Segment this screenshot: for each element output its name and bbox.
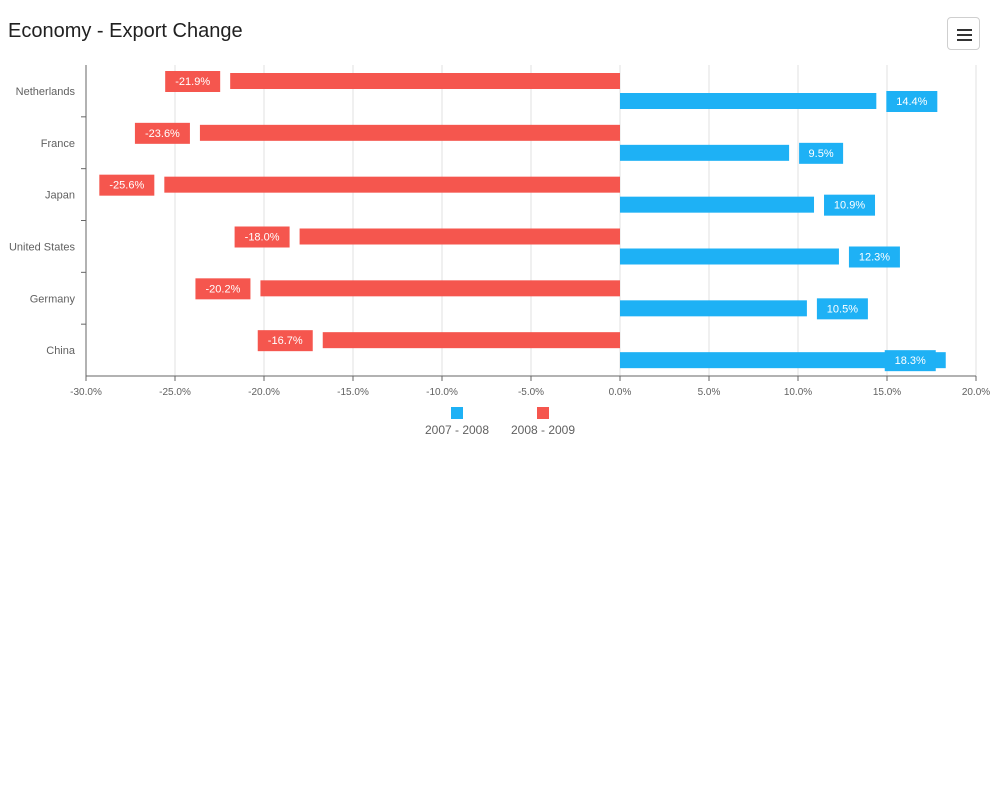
data-label-box-2008-2009 — [234, 226, 290, 248]
x-tick-label: 15.0% — [873, 387, 901, 398]
data-label-box-2007-2008 — [799, 142, 844, 164]
y-category-label: Germany — [30, 293, 76, 305]
legend-item[interactable]: 2007 - 2008 — [417, 405, 497, 437]
data-label-2008-2009: -20.2% — [206, 283, 241, 295]
y-category-label: China — [46, 345, 76, 357]
data-label-box-2008-2009 — [99, 174, 155, 196]
legend: 2007 - 2008 2008 - 2009 — [0, 405, 1000, 445]
bar-2007-2008 — [620, 93, 877, 109]
data-label-box-2008-2009 — [257, 330, 313, 352]
bar-chart: -30.0% -25.0% -20.0% -15.0% -10.0% -5.0% 0.0% 5… — [9, 65, 990, 398]
data-label-2007-2008: 14.4% — [896, 96, 927, 108]
data-label-2007-2008: 18.3% — [895, 355, 926, 367]
bar-2008-2009 — [199, 124, 621, 141]
data-label-2007-2008: 12.3% — [859, 252, 890, 264]
legend-marker — [537, 407, 549, 419]
data-label-box-2008-2009 — [195, 278, 251, 300]
y-category-label: Japan — [45, 190, 75, 202]
header: Economy - Export Change — [0, 0, 1000, 66]
x-tick-label: -30.0% — [70, 387, 102, 398]
x-tick-label: -25.0% — [159, 387, 191, 398]
x-tick-label: 20.0% — [962, 387, 990, 398]
legend-label: 2007 - 2008 — [424, 423, 490, 437]
x-tick-label: -5.0% — [518, 387, 544, 398]
legend-label: 2008 - 2009 — [510, 423, 576, 437]
bar-2008-2009 — [322, 332, 620, 349]
legend-item[interactable]: 2008 - 2009 — [503, 405, 583, 437]
data-label-box-2008-2009 — [134, 122, 190, 144]
data-label-box-2007-2008 — [848, 246, 900, 268]
y-category-label: United States — [9, 241, 76, 253]
y-category-label: Netherlands — [16, 86, 76, 98]
x-tick-label: -15.0% — [337, 387, 369, 398]
data-label-2007-2008: 9.5% — [809, 148, 834, 160]
hamburger-menu-icon — [957, 29, 972, 41]
x-tick-label: 5.0% — [698, 387, 721, 398]
x-tick-label: 0.0% — [609, 387, 632, 398]
data-label-box-2007-2008 — [816, 298, 868, 320]
data-label-box-2007-2008 — [884, 350, 936, 372]
data-label-box-2007-2008 — [886, 91, 938, 112]
data-label-box-2007-2008 — [824, 194, 876, 216]
x-tick-label: 10.0% — [784, 387, 812, 398]
x-tick-label: -20.0% — [248, 387, 280, 398]
bar-2008-2009 — [299, 228, 620, 245]
data-label-2008-2009: -18.0% — [245, 232, 280, 244]
bar-2008-2009 — [230, 73, 620, 89]
data-label-2008-2009: -23.6% — [145, 128, 180, 140]
data-label-2008-2009: -25.6% — [109, 180, 144, 192]
chart-area: -30.0% -25.0% -20.0% -15.0% -10.0% -5.0% 0.0% 5… — [0, 60, 1000, 460]
data-label-2008-2009: -21.9% — [175, 76, 210, 88]
bar-2008-2009 — [164, 176, 620, 193]
bar-2007-2008 — [620, 352, 946, 369]
page-title: Economy - Export Change — [8, 20, 243, 42]
data-label-2008-2009: -16.7% — [268, 335, 303, 347]
menu-button[interactable] — [947, 17, 980, 50]
data-label-box-2008-2009 — [165, 71, 221, 92]
bar-2007-2008 — [620, 144, 790, 161]
bar-2007-2008 — [620, 196, 815, 213]
bar-2008-2009 — [260, 280, 620, 297]
data-label-2007-2008: 10.5% — [827, 303, 858, 315]
data-label-2007-2008: 10.9% — [834, 200, 865, 212]
bar-2007-2008 — [620, 248, 839, 265]
x-tick-label: -10.0% — [426, 387, 458, 398]
y-category-label: France — [41, 138, 75, 150]
legend-marker — [451, 407, 463, 419]
bar-2007-2008 — [620, 300, 807, 317]
